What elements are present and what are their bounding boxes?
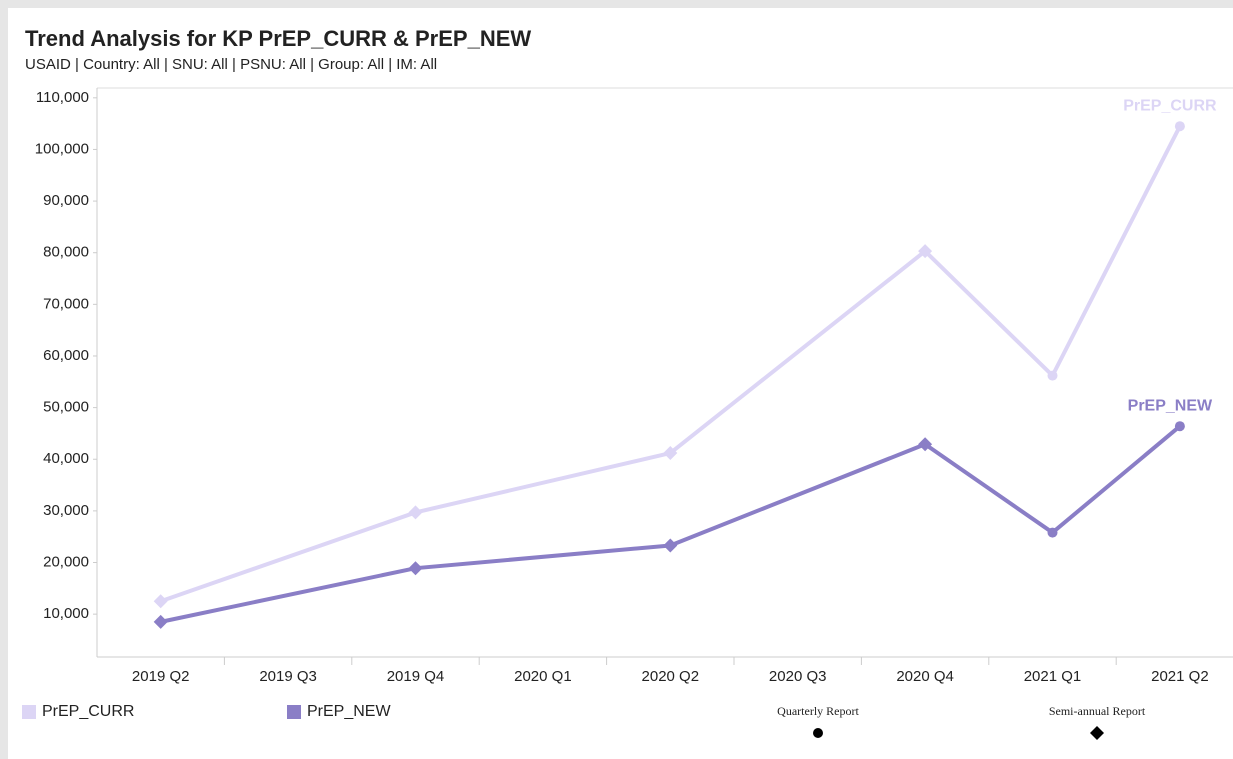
point [153,594,168,609]
marker-legend-label: Quarterly Report [777,704,859,718]
x-tick-label: 2019 Q3 [259,668,317,685]
y-tick-label: 30,000 [43,502,89,519]
point [1174,421,1185,432]
legend-swatch [287,705,301,719]
y-tick-label: 50,000 [43,399,89,416]
y-tick-label: 20,000 [43,553,89,570]
x-tick-label: 2020 Q2 [642,668,700,685]
series-line [160,424,1182,624]
marker-legend-label: Semi-annual Report [1049,704,1146,718]
chart-subtitle: USAID | Country: All | SNU: All | PSNU: … [25,56,437,73]
panel [8,8,1233,759]
y-tick-label: 70,000 [43,295,89,312]
marker-legend-symbol [813,728,823,738]
y-tick-label: 60,000 [43,347,89,364]
x-tick-label: 2020 Q1 [514,668,572,685]
x-tick-label: 2020 Q4 [896,668,954,685]
point [1047,370,1058,381]
point [153,614,168,629]
x-tick-label: 2019 Q2 [132,668,190,685]
y-tick-label: 40,000 [43,450,89,467]
series-end-label: PrEP_NEW [1128,397,1213,414]
marker-legend-symbol [1090,726,1104,740]
point [918,437,933,452]
series-line [160,125,1182,604]
legend-label: PrEP_NEW [307,703,391,720]
chart-title: Trend Analysis for KP PrEP_CURR & PrEP_N… [25,26,531,51]
point [663,538,678,553]
y-tick-label: 80,000 [43,244,89,261]
point [1047,527,1058,538]
point [1174,121,1185,132]
legend-swatch [22,705,36,719]
y-tick-label: 100,000 [35,140,89,157]
point [663,446,678,461]
x-tick-label: 2021 Q1 [1024,668,1082,685]
x-tick-label: 2019 Q4 [387,668,445,685]
series-end-label: PrEP_CURR [1123,97,1217,114]
x-tick-label: 2020 Q3 [769,668,827,685]
y-tick-label: 110,000 [36,89,89,106]
x-tick-label: 2021 Q2 [1151,668,1209,685]
y-tick-label: 10,000 [43,605,89,622]
point [918,244,933,259]
point [408,505,423,520]
legend-label: PrEP_CURR [42,703,134,720]
y-tick-label: 90,000 [43,192,89,209]
point [408,561,423,576]
